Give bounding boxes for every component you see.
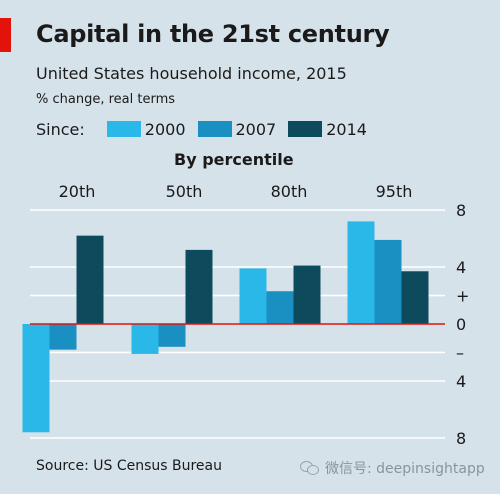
category-label-50th: 50th	[165, 182, 203, 201]
category-label-80th: 80th	[270, 182, 308, 201]
legend-label-2014: 2014	[326, 119, 367, 139]
legend: Since: 2000 2007 2014	[36, 118, 379, 140]
legend-swatch-2014	[288, 121, 323, 137]
y-tick-label: –	[456, 344, 464, 363]
legend-title: Since:	[36, 119, 85, 139]
wechat-icon	[300, 461, 320, 475]
legend-item-2007: 2007	[197, 119, 277, 139]
bar-20th-2000	[22, 324, 50, 433]
watermark: 微信号: deepinsightapp	[300, 458, 485, 478]
bar-50th-2007	[158, 324, 186, 347]
bar-80th-2000	[239, 268, 267, 324]
category-label-20th: 20th	[58, 182, 96, 201]
bar-95th-2014	[401, 271, 429, 324]
legend-swatch-2007	[197, 121, 232, 137]
y-tick-label: 0	[456, 315, 466, 334]
bar-95th-2000	[347, 221, 375, 324]
y-tick-label: 8	[456, 201, 466, 220]
y-tick-label: 4	[456, 372, 466, 391]
category-label-95th: 95th	[375, 182, 413, 201]
y-tick-label: 4	[456, 258, 466, 277]
bar-20th-2007	[49, 324, 77, 350]
legend-label-2007: 2007	[235, 119, 277, 139]
bar-80th-2014	[293, 265, 321, 324]
brand-tag	[0, 18, 11, 52]
chart-subtitle: United States household income, 2015	[36, 64, 347, 83]
bar-50th-2000	[131, 324, 159, 354]
y-tick-label: 8	[456, 429, 466, 448]
bar-80th-2007	[266, 291, 294, 324]
legend-label-2000: 2000	[144, 119, 186, 139]
legend-item-2000: 2000	[106, 119, 186, 139]
y-tick-label: +	[456, 287, 469, 306]
source-note: Source: US Census Bureau	[36, 458, 222, 474]
bar-20th-2014	[76, 235, 104, 324]
group-axis-title: By percentile	[174, 150, 294, 169]
unit-label: % change, real terms	[36, 92, 176, 107]
legend-swatch-2000	[106, 121, 141, 137]
legend-item-2014: 2014	[288, 120, 367, 139]
bar-50th-2014	[185, 249, 213, 324]
watermark-text: 微信号: deepinsightapp	[325, 461, 485, 477]
bar-95th-2007	[374, 239, 402, 324]
chart-title: Capital in the 21st century	[36, 20, 390, 48]
